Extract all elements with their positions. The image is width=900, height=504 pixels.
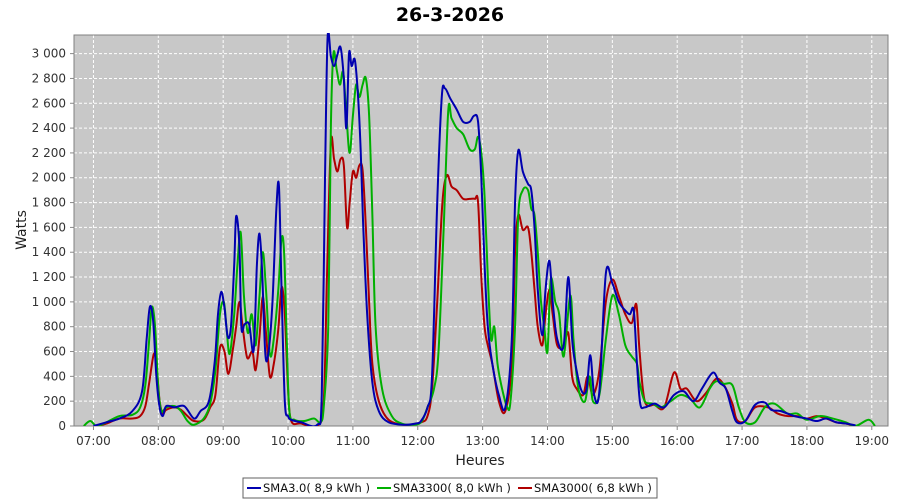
y-axis-label: Watts — [14, 210, 30, 250]
legend: SMA3.0( 8,9 kWh ) SMA3300( 8,0 kWh ) SMA30… — [242, 477, 658, 499]
x-tick-label: 16:00 — [660, 434, 695, 448]
y-tick-label: 1 000 — [32, 295, 66, 309]
x-tick-label: 11:00 — [336, 434, 371, 448]
axes: 0 200 400 600 800 1 000 1 200 1 400 1 600 1 800 2 … — [32, 34, 889, 448]
y-tick-label: 1 800 — [32, 196, 66, 210]
y-tick-label: 2 600 — [32, 96, 66, 110]
y-tick-label: 800 — [43, 320, 66, 334]
y-tick-label: 3 000 — [32, 47, 66, 61]
x-tick-label: 12:00 — [400, 434, 435, 448]
legend-label-sma3-0: SMA3.0( 8,9 kWh ) — [263, 481, 370, 495]
y-tick-label: 1 200 — [32, 270, 66, 284]
y-tick-label: 400 — [43, 369, 66, 383]
plot-border — [73, 34, 889, 427]
plot-area — [74, 35, 888, 426]
x-tick-label: 18:00 — [790, 434, 825, 448]
y-tick-label: 2 400 — [32, 121, 66, 135]
series-group — [83, 33, 876, 426]
series-line-sma3300 — [83, 50, 876, 426]
x-tick-label: 15:00 — [595, 434, 630, 448]
y-tick-label: 600 — [43, 345, 66, 359]
legend-label-sma3300: SMA3300( 8,0 kWh ) — [393, 481, 511, 495]
y-tick-label: 200 — [43, 394, 66, 408]
y-tick-label: 2 000 — [32, 171, 66, 185]
y-tick-label: 2 200 — [32, 146, 66, 160]
legend-box — [242, 477, 658, 499]
x-tick-label: 17:00 — [725, 434, 760, 448]
x-tick-label: 07:00 — [76, 434, 111, 448]
x-tick-label: 08:00 — [141, 434, 176, 448]
legend-label-sma3000: SMA3000( 6,8 kWh ) — [534, 481, 652, 495]
series-line-sma3-0 — [93, 33, 856, 426]
y-tick-label: 0 — [58, 419, 66, 433]
x-tick-label: 13:00 — [465, 434, 500, 448]
x-axis-label: Heures — [455, 453, 504, 469]
y-tick-label: 1 600 — [32, 220, 66, 234]
y-tick-label: 1 400 — [32, 245, 66, 259]
x-tick-label: 10:00 — [271, 434, 306, 448]
x-tick-label: 09:00 — [206, 434, 241, 448]
x-tick-label: 19:00 — [854, 434, 889, 448]
chart-title: 26-3-2026 — [396, 4, 504, 26]
y-tick-label: 2 800 — [32, 71, 66, 85]
x-tick-label: 14:00 — [530, 434, 565, 448]
